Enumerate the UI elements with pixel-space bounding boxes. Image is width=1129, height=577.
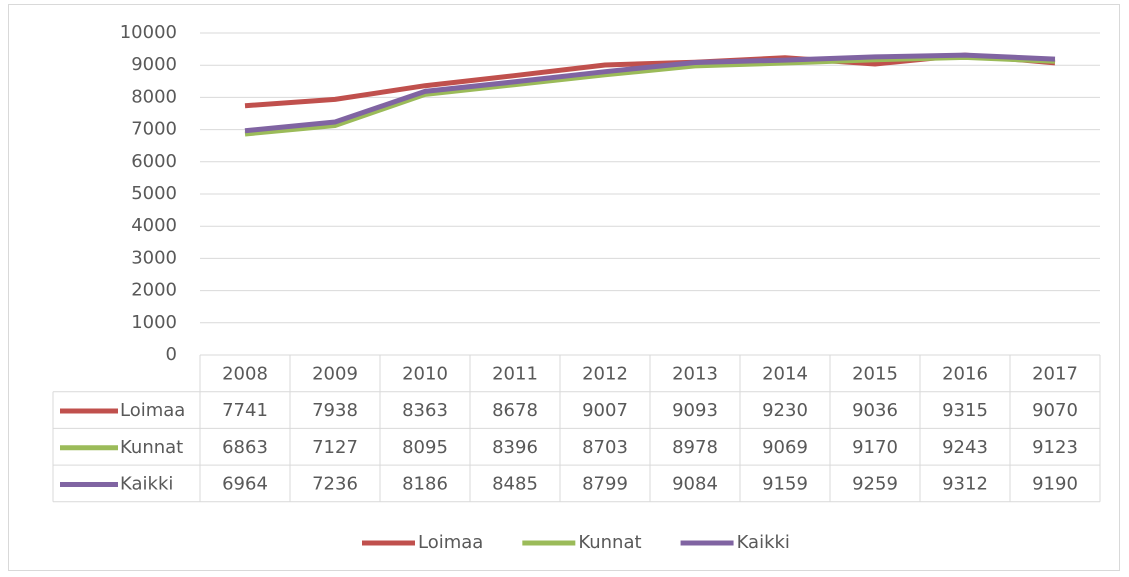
y-tick-label: 8000 (131, 86, 177, 107)
table-cell: 8485 (492, 473, 538, 494)
y-tick-label: 4000 (131, 215, 177, 236)
y-tick-label: 3000 (131, 247, 177, 268)
y-tick-label: 1000 (131, 312, 177, 333)
table-cell: 7127 (312, 437, 358, 458)
table-cell: 8678 (492, 400, 538, 421)
chart-border (8, 4, 1120, 571)
table-cell: 7741 (222, 400, 268, 421)
table-cell: 9084 (672, 473, 718, 494)
table-cell: 8095 (402, 437, 448, 458)
table-cell: 9036 (852, 400, 898, 421)
y-tick-label: 9000 (131, 54, 177, 75)
table-row-label: Loimaa (120, 400, 185, 421)
table-cell: 9190 (1032, 473, 1078, 494)
x-tick-label: 2012 (582, 363, 628, 384)
x-tick-label: 2009 (312, 363, 358, 384)
y-tick-label: 10000 (120, 22, 177, 43)
x-tick-label: 2013 (672, 363, 718, 384)
y-tick-label: 0 (166, 344, 177, 365)
legend-label: Kaikki (737, 532, 790, 553)
table-cell: 6863 (222, 437, 268, 458)
table-cell: 7236 (312, 473, 358, 494)
y-tick-label: 7000 (131, 119, 177, 140)
y-tick-label: 2000 (131, 280, 177, 301)
table-cell: 9070 (1032, 400, 1078, 421)
table-cell: 9243 (942, 437, 988, 458)
y-tick-label: 6000 (131, 151, 177, 172)
table-cell: 9170 (852, 437, 898, 458)
y-tick-label: 5000 (131, 183, 177, 204)
table-cell: 7938 (312, 400, 358, 421)
table-cell: 8363 (402, 400, 448, 421)
x-tick-label: 2015 (852, 363, 898, 384)
table-row-label: Kaikki (120, 473, 173, 494)
table-cell: 9069 (762, 437, 808, 458)
table-cell: 9259 (852, 473, 898, 494)
legend-label: Loimaa (418, 532, 483, 553)
table-cell: 8396 (492, 437, 538, 458)
series-line (244, 54, 1056, 137)
table-cell: 9093 (672, 400, 718, 421)
table-cell: 9159 (762, 473, 808, 494)
table-cell: 9315 (942, 400, 988, 421)
x-tick-label: 2008 (222, 363, 268, 384)
x-tick-label: 2017 (1032, 363, 1078, 384)
table-cell: 9312 (942, 473, 988, 494)
x-tick-label: 2010 (402, 363, 448, 384)
x-tick-label: 2011 (492, 363, 538, 384)
table-row-label: Kunnat (120, 437, 183, 458)
table-cell: 8186 (402, 473, 448, 494)
table-cell: 6964 (222, 473, 268, 494)
table-cell: 9123 (1032, 437, 1078, 458)
table-cell: 8799 (582, 473, 628, 494)
x-tick-label: 2014 (762, 363, 808, 384)
table-cell: 8978 (672, 437, 718, 458)
table-cell: 8703 (582, 437, 628, 458)
x-tick-label: 2016 (942, 363, 988, 384)
legend-label: Kunnat (578, 532, 641, 553)
series-line (244, 52, 1056, 134)
table-cell: 9007 (582, 400, 628, 421)
table-cell: 9230 (762, 400, 808, 421)
